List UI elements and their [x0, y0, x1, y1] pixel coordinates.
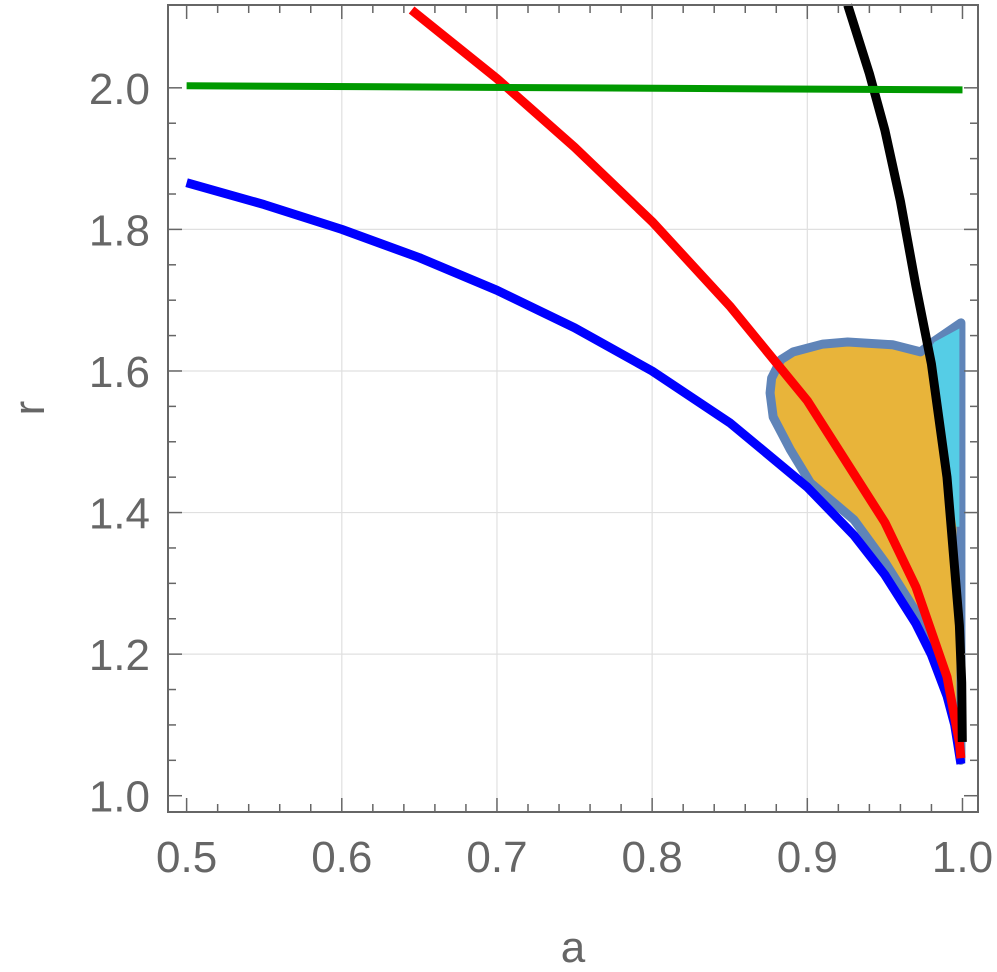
- x-tick-label: 0.6: [311, 833, 372, 882]
- y-tick-label: 1.6: [89, 348, 150, 397]
- ticks: [168, 5, 978, 812]
- series-line-3: [186, 82, 963, 94]
- y-tick-label: 2.0: [89, 65, 150, 114]
- series-line-1: [408, 6, 966, 759]
- plot-frame: [167, 4, 979, 813]
- y-tick-labels: 1.0 1.2 1.4 1.6 1.8 2.0: [89, 65, 150, 822]
- x-tick-label: 0.7: [466, 833, 527, 882]
- y-axis-label: r: [5, 401, 54, 416]
- x-tick-label: 1.0: [932, 833, 993, 882]
- x-tick-label: 0.5: [156, 833, 217, 882]
- y-tick-label: 1.2: [89, 631, 150, 680]
- x-tick-labels: 0.5 0.6 0.7 0.8 0.9 1.0: [156, 833, 993, 882]
- y-tick-label: 1.4: [89, 490, 150, 539]
- x-tick-label: 0.9: [777, 833, 838, 882]
- series-lines: [185, 3, 967, 765]
- x-tick-label: 0.8: [622, 833, 683, 882]
- x-axis-label: a: [561, 923, 586, 972]
- series-line-0: [185, 178, 966, 765]
- grid: [168, 5, 978, 812]
- y-tick-label: 1.8: [89, 206, 150, 255]
- series-line-2: [843, 3, 967, 742]
- y-tick-label: 1.0: [89, 773, 150, 822]
